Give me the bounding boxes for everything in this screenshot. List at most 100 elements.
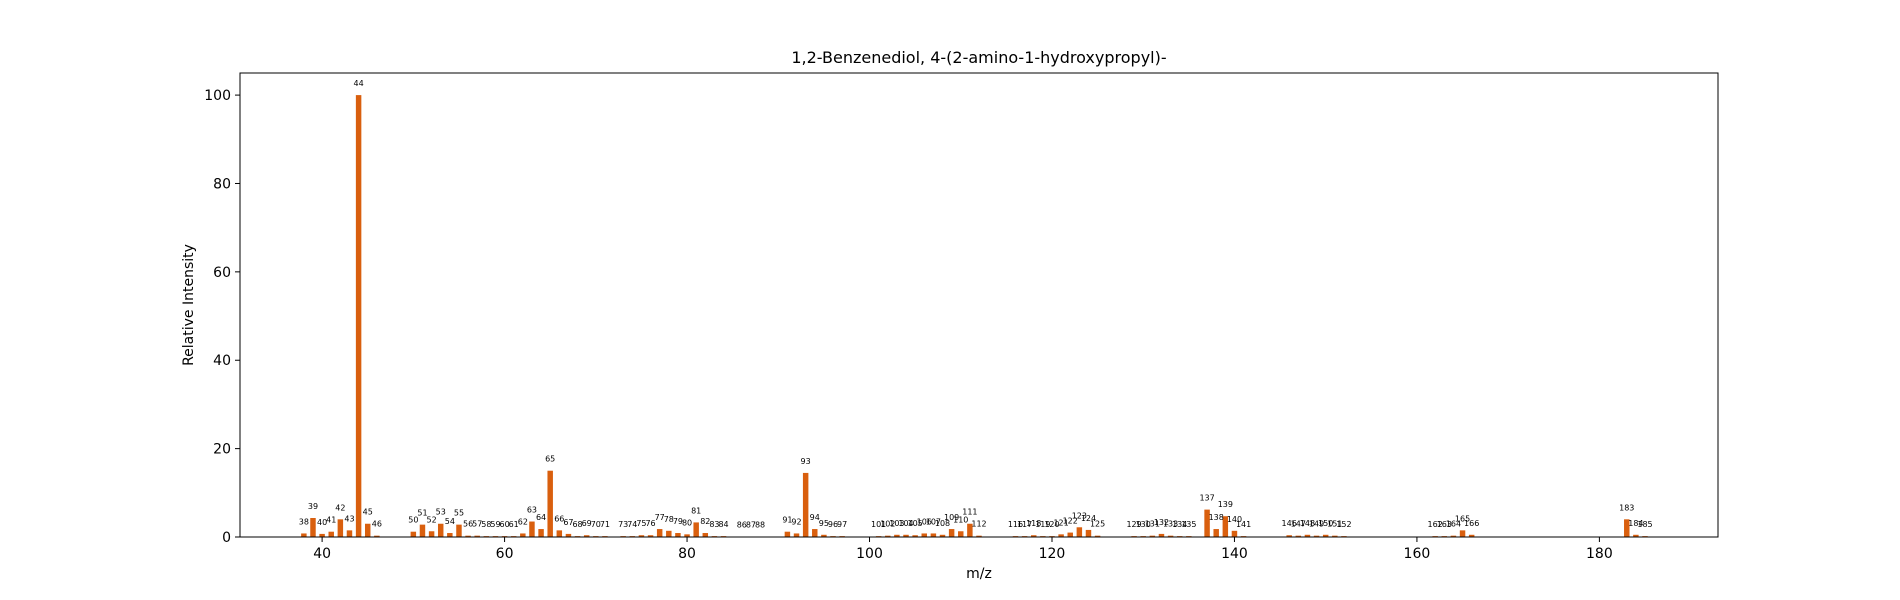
- peak-bar-150: [1322, 534, 1329, 537]
- peak-bar-50: [410, 531, 417, 537]
- peak-bar-56: [465, 535, 471, 537]
- y-tick-label: 60: [213, 265, 231, 281]
- peak-label-75: 75: [636, 519, 646, 528]
- peak-bar-66: [556, 530, 563, 537]
- peak-label-184: 184: [1628, 519, 1643, 528]
- peak-label-166: 166: [1464, 519, 1479, 528]
- y-tick-label: 40: [213, 353, 231, 369]
- peak-bar-41: [328, 531, 334, 537]
- peak-label-139: 139: [1218, 500, 1233, 509]
- peak-bar-108: [939, 534, 946, 537]
- peak-label-151: 151: [1327, 520, 1342, 529]
- peak-label-80: 80: [682, 518, 692, 527]
- peak-bar-110: [958, 531, 964, 537]
- peak-bar-107: [930, 533, 937, 537]
- peak-bar-104: [903, 534, 909, 537]
- peak-label-133: 133: [1163, 520, 1178, 529]
- peak-bar-91: [784, 531, 791, 537]
- x-tick-label: 100: [856, 546, 883, 562]
- y-tick-label: 0: [222, 530, 231, 546]
- peak-label-76: 76: [645, 519, 655, 528]
- peak-label-129: 129: [1126, 520, 1141, 529]
- x-tick-label: 120: [1039, 546, 1066, 562]
- peak-bar-133: [1167, 535, 1174, 537]
- peak-bar-64: [538, 529, 544, 537]
- x-axis-label: m/z: [966, 566, 992, 582]
- peak-label-130: 130: [1136, 520, 1151, 529]
- peak-bar-43: [346, 530, 353, 537]
- peak-label-149: 149: [1309, 520, 1324, 529]
- peak-label-46: 46: [372, 520, 382, 529]
- peak-label-41: 41: [326, 516, 336, 525]
- peak-label-120: 120: [1044, 520, 1059, 529]
- peak-label-40: 40: [317, 518, 327, 527]
- peak-bar-121: [1058, 534, 1064, 537]
- peak-bar-132: [1158, 533, 1165, 537]
- peak-label-87: 87: [746, 521, 756, 530]
- peak-label-83: 83: [709, 520, 719, 529]
- peak-bar-76: [647, 535, 654, 537]
- peak-label-183: 183: [1619, 503, 1634, 512]
- x-tick-label: 160: [1404, 546, 1431, 562]
- peak-bar-123: [1076, 527, 1083, 537]
- peak-bar-138: [1213, 529, 1219, 537]
- peak-label-67: 67: [563, 518, 573, 527]
- peak-label-107: 107: [926, 517, 941, 526]
- peak-label-122: 122: [1063, 517, 1078, 526]
- peak-label-44: 44: [354, 79, 364, 88]
- peak-label-93: 93: [801, 457, 811, 466]
- peak-label-106: 106: [917, 517, 932, 526]
- peak-label-103: 103: [889, 519, 904, 528]
- peak-bar-111: [967, 523, 973, 537]
- peak-label-105: 105: [907, 519, 922, 528]
- peak-bar-106: [921, 533, 927, 537]
- peak-bar-149: [1313, 535, 1320, 537]
- peak-label-162: 162: [1428, 520, 1443, 529]
- peak-label-45: 45: [363, 508, 373, 517]
- peak-label-68: 68: [572, 520, 582, 529]
- peak-label-58: 58: [481, 520, 491, 529]
- peak-label-73: 73: [618, 520, 628, 529]
- peak-bar-38: [301, 533, 307, 537]
- peak-bar-109: [948, 529, 955, 537]
- peak-label-92: 92: [791, 517, 801, 526]
- peak-bar-131: [1149, 535, 1156, 537]
- peak-label-150: 150: [1318, 519, 1333, 528]
- peak-bar-44: [355, 95, 362, 537]
- peak-bar-140: [1231, 530, 1238, 537]
- peak-label-108: 108: [935, 519, 950, 528]
- y-tick-label: 80: [213, 176, 231, 192]
- peak-label-96: 96: [828, 520, 838, 529]
- peak-bar-55: [456, 524, 462, 537]
- peak-bar-40: [319, 533, 325, 537]
- peak-bar-103: [894, 534, 900, 537]
- peak-label-56: 56: [463, 520, 473, 529]
- peak-bar-124: [1085, 529, 1092, 537]
- peak-bar-183: [1624, 519, 1630, 537]
- x-tick-label: 80: [678, 546, 696, 562]
- peak-label-78: 78: [664, 515, 674, 524]
- peak-label-165: 165: [1455, 514, 1470, 523]
- peak-bar-53: [437, 523, 444, 537]
- peak-bar-39: [310, 518, 316, 537]
- peak-label-55: 55: [454, 509, 464, 518]
- chart-title: 1,2-Benzenediol, 4-(2-amino-1-hydroxypro…: [791, 48, 1166, 67]
- x-axis: 40 60 80 100 120 140 160 180: [313, 537, 1613, 562]
- peak-bar-148: [1304, 534, 1311, 537]
- peak-label-84: 84: [718, 520, 728, 529]
- peak-bar-93: [802, 472, 809, 537]
- x-tick-label: 40: [313, 546, 331, 562]
- peak-label-81: 81: [691, 506, 701, 515]
- peak-label-132: 132: [1154, 518, 1169, 527]
- peak-bar-164: [1450, 535, 1457, 537]
- x-tick-label: 60: [496, 546, 514, 562]
- peak-label-101: 101: [871, 520, 886, 529]
- peak-bar-54: [447, 533, 453, 537]
- peak-bar-79: [675, 533, 681, 537]
- peak-bar-147: [1295, 535, 1302, 537]
- peak-bar-77: [656, 529, 663, 537]
- peak-bar-102: [885, 535, 891, 537]
- peak-label-74: 74: [627, 520, 637, 529]
